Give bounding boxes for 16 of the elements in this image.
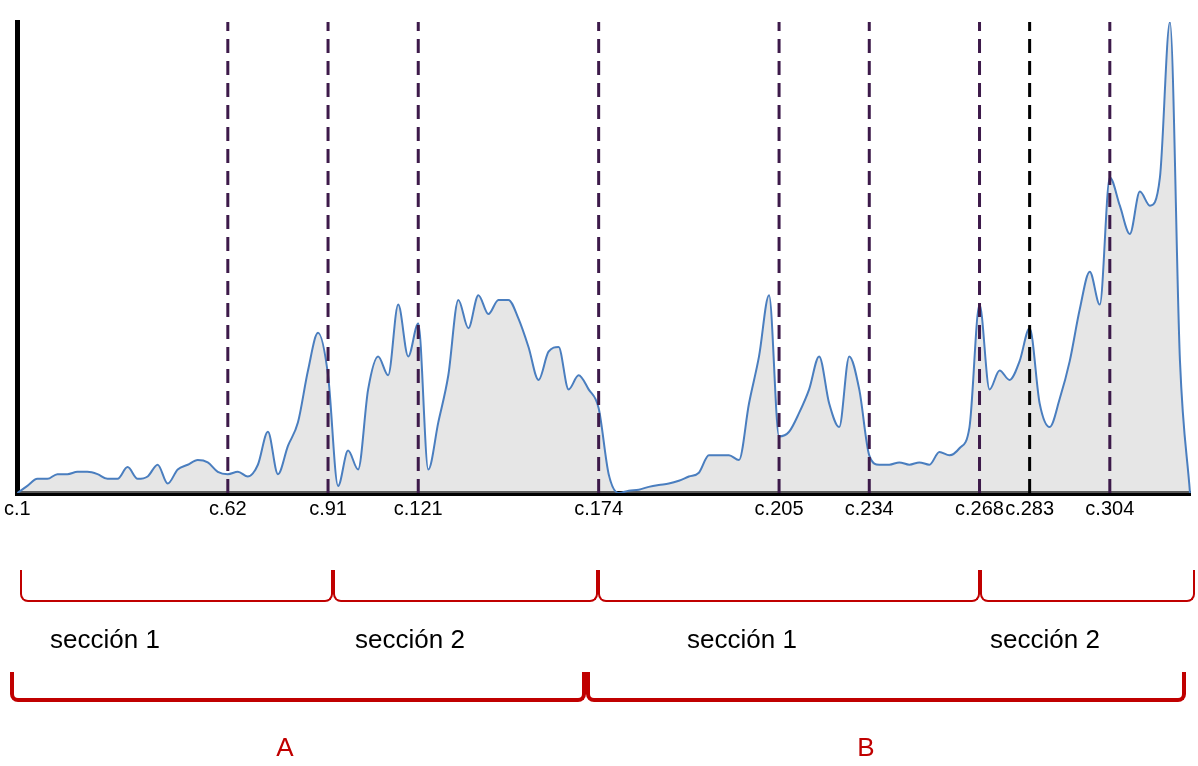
x-tick-label: c.283 [1005,496,1055,519]
text: A [276,732,294,763]
x-tick-label: c.234 [844,496,894,519]
x-tick-label: c.62 [208,496,247,519]
x-tick-label: c.91 [309,496,347,519]
x-tick-label: c.304 [1085,496,1135,519]
text: B [857,732,875,763]
x-tick-label: c.121 [393,496,443,519]
x-tick-label: c.205 [754,496,804,519]
text: sección 1 [687,624,797,655]
text: sección 2 [355,624,465,655]
x-tick-label: c.174 [574,496,624,519]
x-tick-label: c.1 [4,496,31,519]
x-tick-label: c.268 [955,496,1004,519]
text: sección 2 [990,624,1100,655]
text: sección 1 [50,624,160,655]
